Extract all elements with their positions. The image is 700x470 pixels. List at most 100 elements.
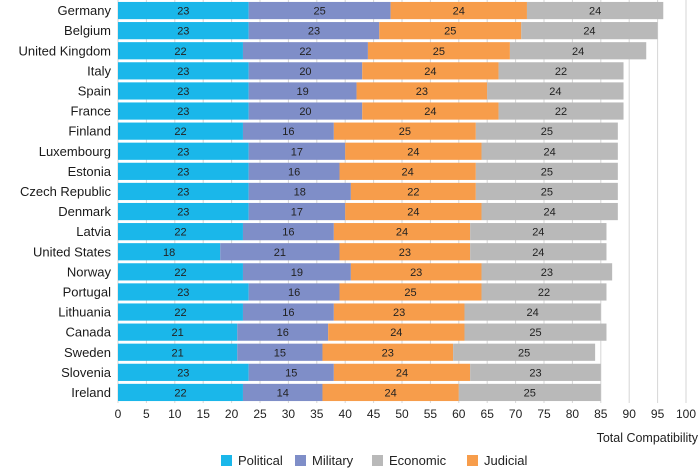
category-label: Sweden	[64, 345, 111, 360]
data-label: 22	[174, 126, 186, 138]
bar-segment-judicial	[333, 223, 471, 241]
bar-segment-political	[118, 42, 243, 60]
bar-segment-judicial	[339, 283, 482, 301]
bar-segment-political	[118, 383, 243, 402]
data-label: 18	[294, 186, 306, 198]
bar-segment-judicial	[356, 82, 488, 100]
bar-segment-political	[118, 263, 243, 281]
bar-segment-economic	[470, 223, 607, 241]
bar-segment-military	[237, 343, 323, 361]
bar-segment-political	[118, 102, 249, 120]
bar-segment-military	[242, 42, 368, 60]
data-label: 23	[177, 26, 189, 38]
bar-segment-economic	[509, 42, 647, 60]
x-tick-label: 35	[310, 407, 324, 421]
bar-segment-military	[248, 162, 340, 180]
x-tick-label: 5	[143, 407, 150, 421]
bar-segment-judicial	[345, 202, 482, 221]
bar-segment-judicial	[367, 42, 510, 60]
bar-segment-judicial	[350, 182, 476, 201]
legend-swatch-military	[295, 455, 306, 466]
x-tick-label: 60	[452, 407, 466, 421]
bar-segment-military	[248, 142, 346, 160]
bar-segment-economic	[481, 142, 618, 160]
data-label: 23	[177, 86, 189, 98]
category-label: Czech Republic	[20, 184, 112, 199]
category-label: France	[71, 104, 111, 119]
bar-segment-judicial	[333, 303, 465, 321]
bar-segment-judicial	[333, 122, 476, 140]
bar-segment-military	[248, 82, 357, 100]
bar-segment-judicial	[390, 1, 527, 20]
bar-segment-economic	[487, 82, 624, 100]
bar-segment-military	[242, 383, 323, 402]
category-label: Canada	[65, 325, 111, 340]
bar-segment-economic	[453, 343, 596, 361]
bar-segment-judicial	[350, 263, 482, 281]
data-label: 24	[424, 106, 436, 118]
data-label: 24	[572, 46, 584, 58]
x-tick-label: 15	[197, 407, 211, 421]
bar-segment-economic	[458, 383, 601, 402]
bar-segment-political	[118, 283, 249, 301]
data-label: 24	[453, 6, 465, 18]
data-label: 22	[555, 66, 567, 78]
data-label: 22	[555, 106, 567, 118]
category-label: Portugal	[63, 284, 112, 299]
data-label: 23	[177, 66, 189, 78]
bar-segment-political	[118, 1, 249, 20]
data-label: 22	[174, 227, 186, 239]
data-label: 23	[177, 207, 189, 219]
bar-segment-economic	[464, 323, 607, 341]
data-label: 22	[538, 287, 550, 299]
data-label: 25	[433, 46, 445, 58]
bar-segment-economic	[481, 202, 618, 221]
bar-segment-political	[118, 243, 221, 261]
bar-segment-economic	[464, 303, 601, 321]
data-label: 24	[527, 307, 539, 319]
legend: Political Military Economic Judicial	[221, 453, 527, 468]
data-label: 23	[382, 347, 394, 359]
bar-segment-political	[118, 122, 243, 140]
bar-segment-judicial	[379, 22, 522, 40]
data-label: 17	[291, 146, 303, 158]
bar-segment-economic	[498, 102, 624, 120]
data-label: 23	[529, 367, 541, 379]
data-label: 16	[282, 307, 294, 319]
bar-segment-economic	[475, 182, 618, 201]
category-label: Spain	[78, 83, 111, 98]
data-label: 18	[163, 247, 175, 259]
x-tick-label: 45	[367, 407, 381, 421]
bar-segment-political	[118, 303, 243, 321]
bar-segment-military	[248, 1, 391, 20]
category-label: United Kingdom	[19, 43, 112, 58]
data-label: 24	[532, 227, 544, 239]
data-label: 17	[291, 207, 303, 219]
category-labels: Germany Belgium United Kingdom Italy Spain Fr…	[19, 3, 112, 400]
x-tick-label: 20	[225, 407, 239, 421]
bar-segment-judicial	[322, 383, 459, 402]
x-tick-label: 85	[594, 407, 608, 421]
data-label: 23	[177, 6, 189, 18]
bar-segment-political	[118, 142, 249, 160]
data-label: 23	[399, 247, 411, 259]
bar-segment-judicial	[345, 142, 482, 160]
bar-segment-military	[242, 223, 334, 241]
bar-segment-economic	[481, 283, 607, 301]
x-axis-ticks: 0 5 10 15 20 25 30 35 40 45 50 55 60 65 70 75 80 85 90 95 10…	[115, 407, 697, 421]
legend-label: Military	[312, 453, 354, 468]
data-label: 23	[308, 26, 320, 38]
data-label: 16	[288, 166, 300, 178]
data-label: 23	[410, 267, 422, 279]
bar-segment-military	[248, 363, 334, 381]
bar-segment-political	[118, 323, 238, 341]
x-tick-label: 75	[537, 407, 551, 421]
data-label: 24	[385, 387, 397, 399]
bar-segment-judicial	[339, 162, 476, 180]
category-label: Belgium	[64, 23, 111, 38]
data-label: 25	[444, 26, 456, 38]
bar-segment-military	[248, 22, 380, 40]
category-label: Finland	[68, 124, 111, 139]
data-label: 25	[404, 287, 416, 299]
data-label: 23	[177, 367, 189, 379]
